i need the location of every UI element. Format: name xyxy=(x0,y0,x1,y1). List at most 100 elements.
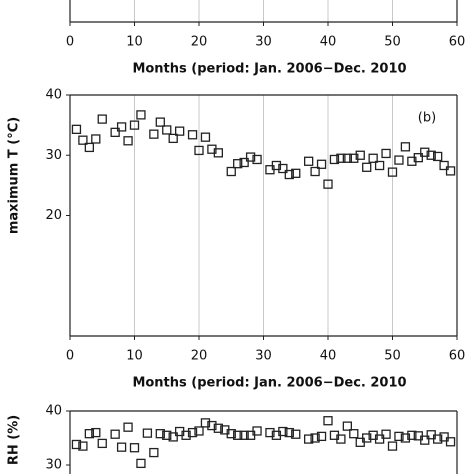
point xyxy=(271,160,282,171)
point xyxy=(181,430,191,440)
point xyxy=(342,421,353,431)
point xyxy=(207,420,217,431)
point xyxy=(381,148,391,159)
point xyxy=(84,429,94,439)
point xyxy=(355,150,365,160)
point xyxy=(349,153,359,163)
point xyxy=(420,435,430,445)
x-axis-label: Months (period: Jan. 2006−Dec. 2010 xyxy=(132,62,406,77)
point xyxy=(91,427,101,438)
point xyxy=(136,458,146,469)
point xyxy=(329,154,340,165)
point xyxy=(200,418,211,428)
point xyxy=(432,434,443,444)
point xyxy=(265,427,275,438)
x-tick-label: 60 xyxy=(449,35,466,50)
y-tick-label: 30 xyxy=(45,458,62,473)
point xyxy=(194,426,204,436)
point xyxy=(226,166,236,177)
point xyxy=(233,159,243,169)
y-tick-label: 40 xyxy=(45,88,62,103)
point xyxy=(168,133,178,144)
point xyxy=(413,153,423,163)
point xyxy=(374,160,385,171)
point xyxy=(362,162,372,172)
point xyxy=(78,135,88,145)
point xyxy=(200,132,211,142)
point xyxy=(400,142,411,152)
point xyxy=(110,127,120,138)
point xyxy=(245,152,256,162)
point xyxy=(116,122,127,132)
point xyxy=(439,432,449,442)
point xyxy=(284,169,294,180)
point xyxy=(303,434,314,444)
point xyxy=(374,434,385,444)
point xyxy=(226,429,236,439)
y-tick-label: 20 xyxy=(45,208,62,223)
point xyxy=(91,134,101,144)
point xyxy=(84,142,94,153)
point xyxy=(187,427,198,438)
point xyxy=(284,427,294,438)
x-tick-label: 40 xyxy=(320,349,337,364)
point xyxy=(349,429,359,439)
point xyxy=(155,429,165,439)
point xyxy=(381,429,391,439)
point xyxy=(129,120,140,130)
point xyxy=(362,433,372,443)
point xyxy=(394,431,404,442)
point xyxy=(142,428,153,438)
y-axis-label: RH (%) xyxy=(7,415,22,465)
x-tick-label: 60 xyxy=(449,349,466,364)
x-tick-label: 10 xyxy=(126,35,143,50)
x-tick-label: 10 xyxy=(126,349,143,364)
point xyxy=(252,154,262,165)
point xyxy=(78,441,88,451)
point xyxy=(162,125,172,135)
point xyxy=(310,433,320,443)
point xyxy=(400,433,411,443)
point xyxy=(123,136,133,146)
point xyxy=(432,151,443,162)
point xyxy=(323,179,333,189)
point xyxy=(439,160,449,171)
annotation: (b) xyxy=(418,111,436,126)
point xyxy=(316,159,327,169)
point xyxy=(387,167,398,177)
point xyxy=(303,156,314,166)
point xyxy=(162,430,172,440)
point xyxy=(278,163,288,174)
y-tick-label: 30 xyxy=(45,148,62,163)
x-axis-label: Months (period: Jan. 2006−Dec. 2010 xyxy=(132,376,406,391)
point xyxy=(149,129,159,139)
y-axis-label: maximum T (°C) xyxy=(7,117,22,234)
point xyxy=(426,150,436,160)
point xyxy=(136,110,146,120)
x-tick-label: 0 xyxy=(66,349,74,364)
point xyxy=(239,157,249,168)
point xyxy=(213,148,224,158)
point xyxy=(187,130,198,140)
point xyxy=(233,430,243,440)
point xyxy=(149,447,159,458)
point xyxy=(213,423,224,433)
point xyxy=(291,168,301,178)
point xyxy=(394,155,404,165)
point xyxy=(368,153,378,163)
point xyxy=(387,441,398,451)
x-tick-label: 0 xyxy=(66,35,74,50)
point xyxy=(97,114,107,124)
x-tick-label: 20 xyxy=(191,35,208,50)
x-tick-label: 50 xyxy=(384,35,401,50)
point xyxy=(155,117,165,127)
point xyxy=(336,153,346,163)
point xyxy=(71,439,82,450)
point xyxy=(323,416,333,426)
point xyxy=(336,434,346,444)
x-tick-label: 50 xyxy=(384,349,401,364)
point xyxy=(71,124,82,134)
x-tick-label: 40 xyxy=(320,35,337,50)
x-tick-label: 20 xyxy=(191,349,208,364)
